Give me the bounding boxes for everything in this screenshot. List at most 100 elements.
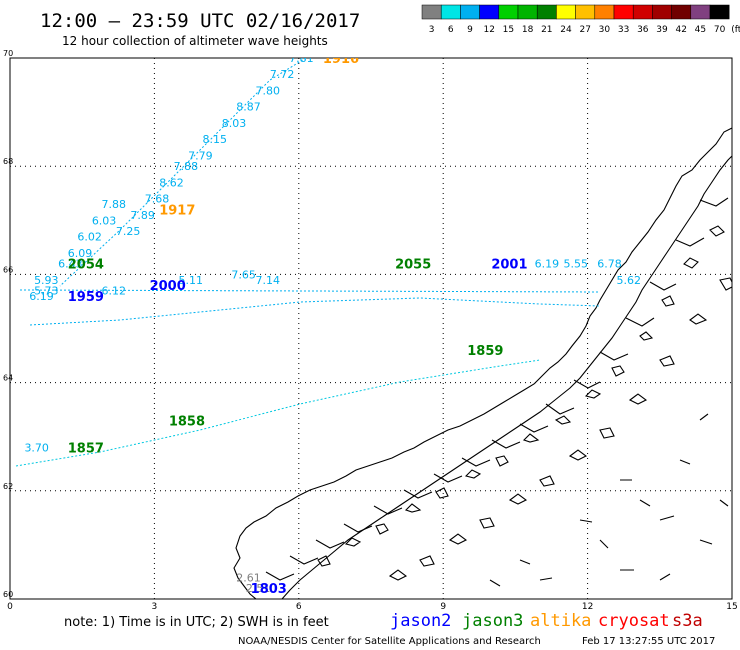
lat-tick-68: 68 xyxy=(3,157,13,166)
coastline-main xyxy=(233,127,732,599)
scale-swatch-6 xyxy=(440,4,461,20)
swh-value: 7.68 xyxy=(145,193,170,206)
scale-label-45: 45 xyxy=(695,25,706,35)
scale-label-42: 42 xyxy=(675,25,686,35)
scale-label-12: 12 xyxy=(483,25,494,35)
pass-label-1857: 1857 xyxy=(68,442,104,457)
altika-track-1917 xyxy=(59,58,307,287)
lat-tick-64: 64 xyxy=(3,374,13,383)
scale-label-27: 27 xyxy=(579,25,590,35)
swh-value: 6.78 xyxy=(597,258,622,271)
jason3-track-2054 xyxy=(19,289,601,293)
swh-value: 7.88 xyxy=(174,160,199,173)
swh-value: 7.79 xyxy=(188,149,213,162)
swh-value: 7.14 xyxy=(255,274,279,287)
lon-tick-12: 12 xyxy=(582,602,593,612)
swh-value: 3.70 xyxy=(24,442,49,455)
scale-label-9: 9 xyxy=(467,25,473,35)
scale-swatch-3 xyxy=(421,4,442,20)
swh-value: 5.93 xyxy=(34,274,59,287)
coastline-norway xyxy=(233,127,732,599)
lat-tick-62: 62 xyxy=(3,482,13,491)
lon-tick-3: 3 xyxy=(152,602,158,612)
scale-label-39: 39 xyxy=(656,25,668,35)
scale-swatch-15 xyxy=(498,4,519,20)
map-frame xyxy=(9,57,733,600)
scale-label-15: 15 xyxy=(503,25,514,35)
swh-value: 6.19 xyxy=(535,258,560,271)
swh-value: 8.03 xyxy=(222,117,247,130)
swh-value: 7.81 xyxy=(289,52,314,65)
swh-value: 7.72 xyxy=(270,68,295,81)
scale-swatch-36 xyxy=(632,4,653,20)
scale-unit: (ft) xyxy=(731,25,740,35)
pass-label-1959: 1959 xyxy=(68,290,104,305)
swh-value: 6.03 xyxy=(92,214,117,227)
timestamp-text: Feb 17 13:27:55 UTC 2017 xyxy=(582,636,715,647)
scale-swatch-27 xyxy=(575,4,596,20)
map-title: 12:00 – 23:59 UTC 02/16/2017 xyxy=(40,10,360,32)
jason3-track-1858 xyxy=(15,359,541,467)
swh-value: 7.25 xyxy=(116,225,141,238)
credit-text: NOAA/NESDIS Center for Satellite Applica… xyxy=(238,636,541,647)
pass-label-2055: 2055 xyxy=(395,258,431,273)
swh-value: 8.87 xyxy=(236,101,261,114)
pass-label-2000: 2000 xyxy=(150,279,186,294)
swh-value: 5.11 xyxy=(178,274,203,287)
scale-swatch-39 xyxy=(652,4,672,20)
scale-swatch-9 xyxy=(460,4,480,20)
satellite-s3a: s3a xyxy=(672,611,703,631)
scale-label-70: 70 xyxy=(714,25,726,35)
satellite-jason3: jason3 xyxy=(462,611,523,631)
scale-label-33: 33 xyxy=(618,25,629,35)
fjords xyxy=(265,197,729,581)
swh-value: 7.89 xyxy=(130,209,155,222)
lon-tick-6: 6 xyxy=(296,602,302,612)
note-text: note: 1) Time is in UTC; 2) SWH is in fe… xyxy=(64,615,329,630)
pass-label-1859: 1859 xyxy=(467,344,503,359)
swh-value: 7.65 xyxy=(231,268,256,281)
satellite-altika: altika xyxy=(530,611,591,631)
scale-label-21: 21 xyxy=(541,25,552,35)
scale-swatch-30 xyxy=(594,4,615,20)
lat-lon-grid xyxy=(10,58,732,599)
lake-marks xyxy=(489,413,729,587)
swh-value: 6.43 xyxy=(58,258,82,271)
scale-label-30: 30 xyxy=(599,25,611,35)
swh-value: 6.02 xyxy=(77,231,102,244)
pass-label-1803: 1803 xyxy=(251,582,287,597)
pass-label-2054: 2054 xyxy=(68,258,104,273)
swh-value: 7.80 xyxy=(255,84,279,97)
swh-value: 2.51 xyxy=(246,582,271,595)
lat-tick-66: 66 xyxy=(3,265,13,274)
scale-swatch-45 xyxy=(690,4,711,20)
swh-value: 8.15 xyxy=(203,133,228,146)
lat-tick-60: 60 xyxy=(3,590,13,599)
swh-value: 5.62 xyxy=(616,274,641,287)
scale-label-18: 18 xyxy=(522,25,534,35)
swh-value: 7.88 xyxy=(101,198,126,211)
swh-value: 2.61 xyxy=(236,571,261,584)
scale-swatch-33 xyxy=(613,4,634,20)
scale-swatch-18 xyxy=(517,4,538,20)
scale-label-36: 36 xyxy=(637,25,649,35)
scale-label-6: 6 xyxy=(448,25,454,35)
track-time-labels: 1916 1917 2054 2055 2001 2000 1959 1859 1858 1857… xyxy=(68,52,528,597)
scale-swatch-70 xyxy=(709,4,730,20)
scale-swatch-24 xyxy=(556,4,576,20)
pass-label-1916: 1916 xyxy=(323,52,359,67)
lon-tick-15: 15 xyxy=(726,602,737,612)
satellite-legend: jason2 jason3 altika cryosat s3a xyxy=(390,611,703,631)
swh-value: 5.55 xyxy=(564,258,589,271)
scale-swatch-12 xyxy=(479,4,500,20)
satellite-cryosat: cryosat xyxy=(598,611,670,631)
swh-value: 6.09 xyxy=(68,247,93,260)
swh-value: 6.12 xyxy=(101,285,126,298)
scale-label-24: 24 xyxy=(560,25,572,35)
lon-tick-9: 9 xyxy=(440,602,446,612)
scale-label-3: 3 xyxy=(429,25,435,35)
scale-swatch-42 xyxy=(671,4,692,20)
